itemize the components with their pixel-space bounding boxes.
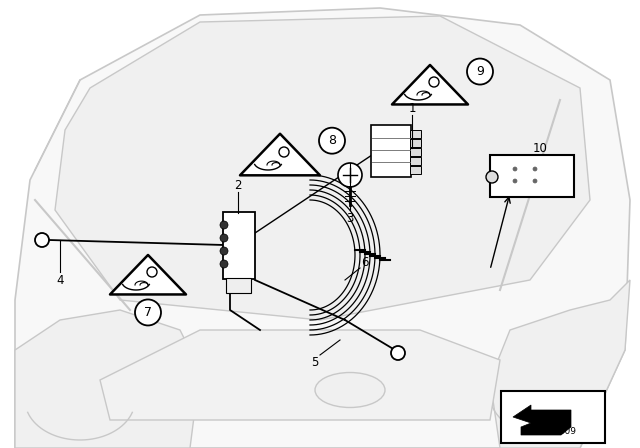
Polygon shape	[55, 16, 590, 320]
Circle shape	[220, 221, 228, 229]
Text: 2: 2	[234, 178, 242, 191]
Text: 3: 3	[346, 211, 354, 224]
FancyBboxPatch shape	[501, 391, 605, 443]
Polygon shape	[15, 8, 630, 448]
Polygon shape	[490, 280, 630, 448]
Text: 10: 10	[532, 142, 547, 155]
Text: 1: 1	[408, 102, 416, 115]
FancyBboxPatch shape	[410, 147, 420, 155]
Text: 5: 5	[311, 356, 319, 369]
Text: 8: 8	[328, 134, 336, 147]
Circle shape	[486, 171, 498, 183]
Circle shape	[533, 167, 537, 171]
Polygon shape	[100, 330, 500, 420]
Circle shape	[533, 179, 537, 183]
Text: 4: 4	[56, 273, 64, 287]
Text: 9: 9	[476, 65, 484, 78]
Circle shape	[220, 260, 228, 268]
Polygon shape	[110, 255, 186, 294]
Text: 7: 7	[144, 306, 152, 319]
Circle shape	[467, 59, 493, 85]
Circle shape	[338, 163, 362, 187]
Text: 00180809: 00180809	[530, 427, 576, 436]
Polygon shape	[513, 405, 531, 423]
Circle shape	[135, 299, 161, 325]
FancyBboxPatch shape	[410, 156, 420, 164]
Circle shape	[220, 234, 228, 242]
FancyBboxPatch shape	[371, 125, 411, 177]
Polygon shape	[521, 410, 571, 435]
Polygon shape	[240, 134, 320, 175]
Circle shape	[220, 247, 228, 255]
FancyBboxPatch shape	[223, 212, 255, 279]
Polygon shape	[15, 310, 200, 448]
Circle shape	[35, 233, 49, 247]
Circle shape	[513, 179, 517, 183]
FancyBboxPatch shape	[410, 129, 420, 138]
Ellipse shape	[315, 372, 385, 408]
FancyBboxPatch shape	[225, 277, 250, 293]
Text: 6: 6	[361, 255, 369, 268]
Circle shape	[391, 346, 405, 360]
Circle shape	[319, 128, 345, 154]
Circle shape	[513, 167, 517, 171]
FancyBboxPatch shape	[490, 155, 574, 197]
FancyBboxPatch shape	[410, 138, 420, 146]
Polygon shape	[392, 65, 468, 104]
FancyBboxPatch shape	[410, 165, 420, 173]
